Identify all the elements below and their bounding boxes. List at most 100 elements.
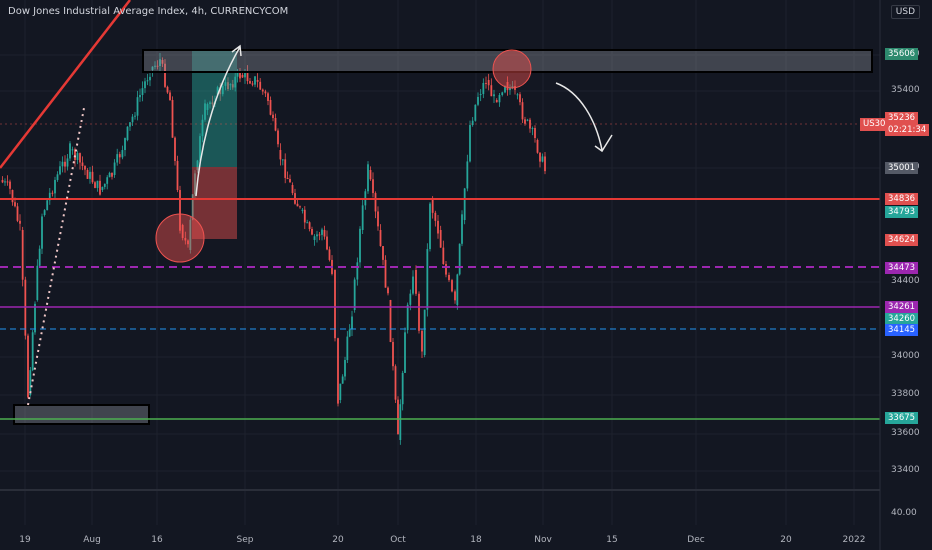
candle-body <box>346 336 349 360</box>
candle-body <box>289 178 291 183</box>
candle-body <box>11 190 14 203</box>
support-zone-rectangle[interactable] <box>13 404 150 425</box>
candle-body <box>54 179 56 194</box>
candle-body <box>269 100 272 115</box>
candle-body <box>299 206 301 208</box>
time-axis-label: 19 <box>19 535 31 545</box>
downward-arrow-drawing[interactable] <box>555 82 613 153</box>
chart-title[interactable]: Dow Jones Industrial Average Index, 4h, … <box>8 6 289 17</box>
candle-body <box>387 287 389 294</box>
candle-body <box>21 230 24 280</box>
candle-body <box>131 116 134 123</box>
candle-body <box>81 162 84 167</box>
long-position-profit-zone[interactable] <box>192 50 237 167</box>
candle-body <box>144 81 146 89</box>
candle-body <box>19 220 21 224</box>
candle-body <box>71 149 74 151</box>
candle-body <box>369 170 372 180</box>
candle-body <box>179 190 181 231</box>
candle-body <box>174 137 176 161</box>
candle-body <box>286 177 289 179</box>
candle-body <box>318 234 321 236</box>
candle-body <box>96 180 99 188</box>
price-tag-35236: 35236 <box>885 112 919 124</box>
candle-body <box>134 115 136 117</box>
time-axis-label: 2022 <box>842 535 866 545</box>
candle-body <box>399 404 402 440</box>
candle-body <box>316 234 318 237</box>
candle-body <box>404 332 406 373</box>
candle-body <box>69 143 71 159</box>
candle-body <box>151 66 154 70</box>
candlesticks <box>1 53 546 445</box>
candle-body <box>439 230 442 248</box>
candle-body <box>181 225 184 238</box>
candle-body <box>61 161 64 167</box>
long-position-loss-zone[interactable] <box>192 167 237 239</box>
candle-body <box>74 149 76 160</box>
candle-body <box>156 65 159 67</box>
candle-body <box>169 92 171 101</box>
candle-body <box>429 203 431 250</box>
candle-body <box>311 229 313 235</box>
candle-body <box>495 100 498 103</box>
highlight-circle-low[interactable] <box>155 213 205 263</box>
candle-body <box>353 279 356 310</box>
candle-body <box>394 366 397 400</box>
time-axis-label: Oct <box>390 535 406 545</box>
candle-body <box>323 230 326 237</box>
candle-body <box>229 84 232 86</box>
candle-body <box>303 209 306 223</box>
price-tag-35001: 35001 <box>885 162 919 174</box>
red-trend-line[interactable] <box>0 0 131 169</box>
candle-body <box>191 194 194 220</box>
candle-body <box>431 200 434 213</box>
candle-body <box>231 84 234 88</box>
candle-body <box>379 230 382 247</box>
candle-body <box>415 270 417 294</box>
candle-body <box>374 193 377 212</box>
candle-body <box>219 87 222 95</box>
candle-body <box>272 114 274 119</box>
candle-body <box>521 102 524 120</box>
candle-body <box>377 211 379 227</box>
candle-body <box>421 330 423 352</box>
candle-body <box>141 88 144 95</box>
candle-body <box>251 83 254 85</box>
currency-label[interactable]: USD <box>890 5 920 19</box>
candle-body <box>401 372 404 405</box>
candle-body <box>209 102 211 105</box>
candle-body <box>469 125 471 162</box>
candle-body <box>382 246 384 260</box>
candle-body <box>490 85 493 97</box>
candle-body <box>409 293 412 305</box>
candle-body <box>79 153 81 163</box>
candle-body <box>38 248 41 266</box>
candle-body <box>103 183 106 187</box>
candle-body <box>267 93 269 101</box>
candle-body <box>56 174 59 180</box>
candle-body <box>341 376 344 384</box>
candle-body <box>445 264 447 275</box>
candle-body <box>16 206 19 221</box>
candle-body <box>31 332 34 371</box>
candle-body <box>121 150 124 158</box>
candle-body <box>524 119 526 124</box>
candle-body <box>397 399 399 435</box>
price-tick-label: 34000 <box>891 351 920 361</box>
dotted-trend-line[interactable] <box>27 107 85 406</box>
resistance-zone-rectangle[interactable] <box>142 49 873 73</box>
candle-body <box>6 181 9 183</box>
upward-arrow-drawing[interactable] <box>195 44 242 197</box>
candle-body <box>94 182 96 188</box>
candle-body <box>221 85 224 95</box>
chart-drawings <box>0 0 881 550</box>
candle-body <box>454 291 456 301</box>
candle-body <box>171 100 174 138</box>
candle-body <box>418 293 420 331</box>
highlight-circle-high[interactable] <box>492 49 532 89</box>
price-tag-33675: 33675 <box>885 412 919 424</box>
candle-body <box>426 249 429 310</box>
